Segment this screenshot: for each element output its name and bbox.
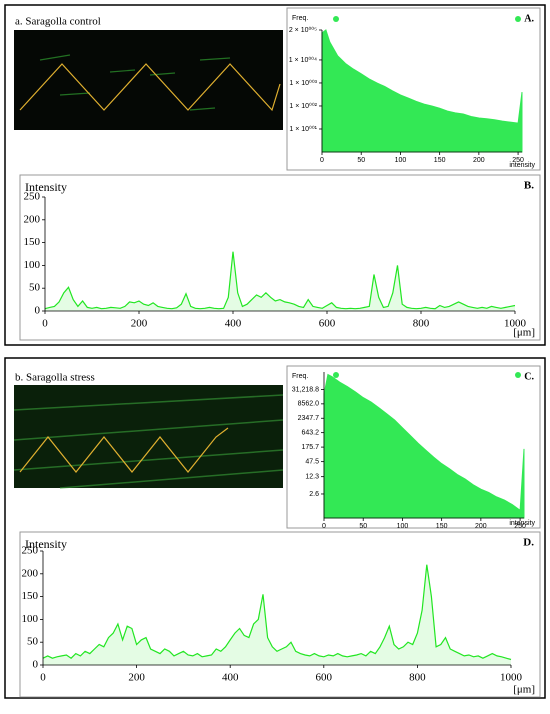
x-tick-label: 150	[436, 523, 448, 530]
y-tick-label: 643.2	[301, 430, 319, 437]
y-axis-label: Freq.	[292, 373, 308, 380]
x-tick-label: 200	[475, 523, 487, 530]
y-tick-label: 100	[22, 613, 39, 625]
y-tick-label: 1 × 10⁰⁰²	[289, 102, 317, 110]
histogram-area	[323, 373, 525, 519]
x-tick-label: 200	[473, 157, 485, 164]
y-tick-label: 200	[24, 213, 41, 225]
y-tick-label: 47.5	[305, 458, 319, 465]
y-tick-label: 150	[24, 236, 41, 248]
chart-title: B.	[524, 180, 534, 192]
y-tick-label: 0	[35, 305, 41, 317]
x-tick-label: 250	[514, 523, 526, 530]
x-tick-label: 250	[512, 157, 524, 164]
y-tick-label: 150	[22, 590, 39, 602]
y-tick-label: 0	[33, 659, 39, 671]
x-tick-label: 400	[225, 318, 242, 330]
x-tick-label: 150	[434, 157, 446, 164]
profile-line	[44, 251, 516, 310]
x-tick-label: 800	[413, 318, 430, 330]
y-tick-label: 31,218.8	[292, 386, 319, 393]
y-tick-label: 2.6	[309, 491, 319, 498]
y-tick-label: 12.3	[305, 474, 319, 481]
panel-label: b. Saragolla stress	[15, 372, 95, 384]
micrograph	[14, 30, 283, 130]
x-tick-label: 600	[316, 672, 333, 684]
y-tick-label: 2347.7	[298, 415, 320, 422]
y-tick-label: 250	[24, 191, 41, 203]
histogram-area	[321, 29, 523, 153]
x-tick-label: 0	[42, 318, 48, 330]
x-tick-label: 100	[397, 523, 409, 530]
x-axis-label: intensity	[509, 162, 535, 169]
x-tick-label: 50	[359, 523, 367, 530]
y-tick-label: 50	[29, 282, 41, 294]
profile-line	[42, 564, 512, 661]
x-tick-label: 0	[40, 672, 46, 684]
y-tick-label: 8562.0	[298, 401, 320, 408]
panel-frame	[4, 4, 546, 346]
x-tick-label: 1000	[500, 672, 523, 684]
y-tick-label: 2 × 10⁰⁰⁵	[289, 26, 317, 34]
x-tick-label: 50	[357, 157, 365, 164]
panel-label: a. Saragolla control	[15, 16, 101, 28]
x-tick-label: 600	[319, 318, 336, 330]
x-tick-label: 200	[128, 672, 145, 684]
x-tick-label: 100	[395, 157, 407, 164]
y-tick-label: 1 × 10⁰⁰¹	[289, 125, 317, 133]
y-tick-label: 1 × 10⁰⁰⁴	[289, 56, 317, 64]
legend-markers	[333, 16, 521, 378]
y-tick-label: 250	[22, 545, 39, 557]
x-axis-label: [μm]	[513, 327, 535, 339]
y-tick-label: 1 × 10⁰⁰³	[289, 79, 317, 87]
x-tick-label: 400	[222, 672, 239, 684]
x-tick-label: 0	[320, 157, 324, 164]
x-tick-label: 0	[322, 523, 326, 530]
y-tick-label: 50	[27, 636, 39, 648]
chart-title: D.	[523, 537, 534, 549]
y-axis-label: Intensity	[25, 537, 67, 551]
chart-title: C.	[524, 371, 534, 382]
y-axis-label: Intensity	[25, 180, 67, 194]
x-tick-label: 200	[131, 318, 148, 330]
y-axis-label: Freq.	[292, 15, 308, 22]
panel-frame	[4, 357, 546, 699]
y-tick-label: 100	[24, 259, 41, 271]
chart-frame	[19, 174, 541, 341]
chart-title: A.	[524, 13, 534, 24]
area-fill	[43, 564, 511, 665]
y-tick-label: 175.7	[301, 444, 319, 451]
x-axis-label: [μm]	[513, 684, 535, 696]
x-axis-label: intensity	[509, 520, 535, 527]
x-tick-label: 800	[409, 672, 426, 684]
x-tick-label: 1000	[504, 318, 527, 330]
y-tick-label: 200	[22, 567, 39, 579]
chart-frame	[19, 531, 541, 698]
micrograph	[13, 385, 284, 489]
